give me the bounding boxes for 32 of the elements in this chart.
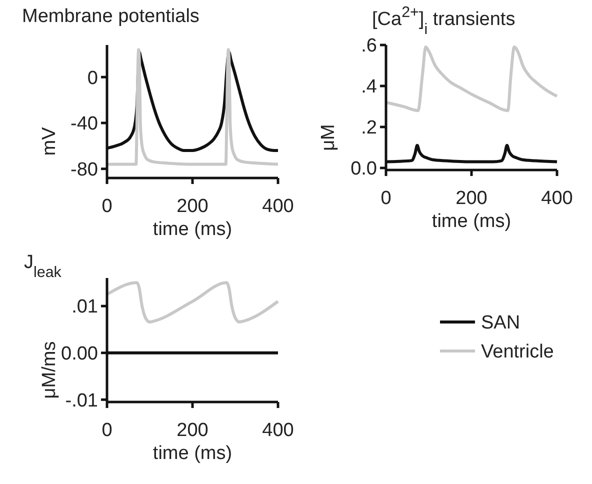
y-tick-label: .4	[361, 76, 378, 98]
x-tick-label: 0	[102, 420, 112, 441]
x-tick-label: 200	[456, 188, 488, 209]
y-tick-label: 0	[87, 68, 98, 89]
y-tick-label: 0.00	[61, 344, 98, 365]
x-tick-label: 400	[262, 196, 294, 217]
chart-title: [Ca$^{2+}$]$_{i}$ transients	[372, 4, 516, 38]
x-tick-label: 400	[262, 420, 294, 441]
x-tick-label: 400	[541, 188, 573, 209]
y-axis-title: mV	[39, 126, 60, 156]
y-axis-title: μM/ms	[39, 341, 60, 399]
x-axis-title: time (ms)	[432, 211, 512, 232]
line-series	[106, 281, 280, 324]
x-tick-label: 200	[176, 196, 208, 217]
chart-title: J$_{leak}$	[24, 252, 62, 280]
y-axis-title: μM	[318, 124, 339, 151]
line-series	[384, 46, 558, 112]
y-tick-label: .01	[72, 296, 98, 318]
y-tick-label: 0.0	[350, 158, 377, 180]
y-tick-label: -40	[70, 114, 98, 135]
x-axis-title: time (ms)	[152, 219, 232, 240]
x-axis-title: time (ms)	[152, 443, 232, 464]
y-tick-label: -80	[70, 159, 98, 180]
x-tick-label: 0	[380, 188, 392, 209]
legend-label: Ventricle	[481, 342, 554, 363]
y-tick-label: .6	[361, 36, 377, 57]
chart-title: Membrane potentials	[22, 6, 200, 27]
legend-label: SAN	[481, 312, 520, 334]
x-tick-label: 0	[102, 196, 112, 217]
x-tick-label: 200	[176, 420, 208, 441]
y-tick-label: .2	[361, 118, 377, 139]
y-tick-label: -.01	[65, 390, 98, 412]
